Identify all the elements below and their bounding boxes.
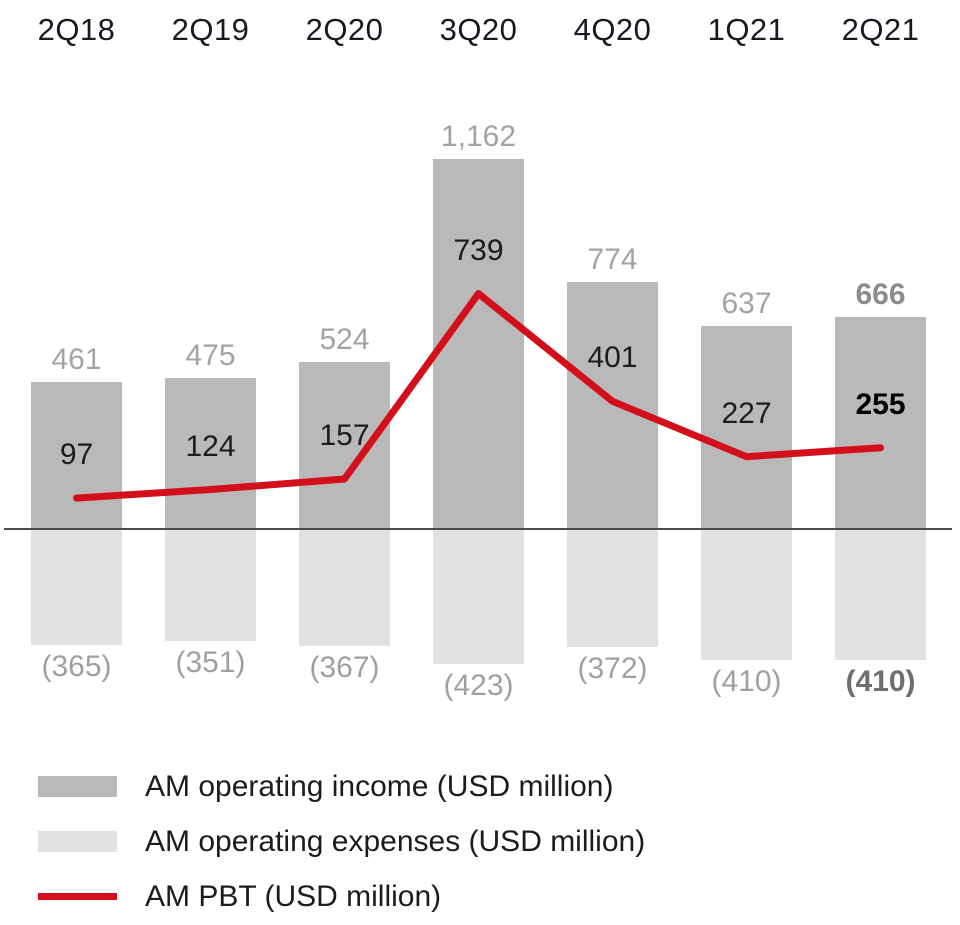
income-bar [165,378,256,528]
x-axis-label: 2Q20 [305,12,384,47]
income-bar [835,317,926,528]
x-axis-label: 4Q20 [573,12,652,47]
pbt-value-label: 255 [855,388,906,421]
expense-bar [567,530,658,647]
income-value-label: 666 [855,278,906,311]
pbt-swatch [38,893,117,900]
expense-value-label: (351) [175,646,246,679]
income-swatch [38,776,117,797]
income-bar [299,362,390,528]
income-value-label: 774 [587,243,638,276]
expense-value-label: (365) [41,650,112,683]
expenses-swatch [38,831,117,852]
pbt-value-label: 739 [453,234,504,267]
expense-value-label: (372) [577,652,648,685]
income-bar [31,382,122,528]
income-bar [433,159,524,528]
zero-axis-line [4,528,952,530]
income-value-label: 475 [185,339,236,372]
pbt-value-label: 157 [319,419,370,452]
legend-item-income: AM operating income (USD million) [38,768,645,805]
expense-bar [433,530,524,664]
pbt-line-path [73,290,884,502]
legend-label-pbt: AM PBT (USD million) [145,879,442,913]
x-axis-label: 3Q20 [439,12,518,47]
x-axis-label: 2Q21 [841,12,920,47]
income-value-label: 461 [51,343,102,376]
expense-bar [31,530,122,645]
expense-bar [835,530,926,660]
pbt-value-label: 124 [185,430,236,463]
expense-bar [701,530,792,660]
income-bar [701,326,792,528]
pbt-value-label: 227 [721,397,772,430]
legend-label-income: AM operating income (USD million) [145,769,614,803]
expense-value-label: (410) [845,665,916,698]
expense-value-label: (410) [711,665,782,698]
income-value-label: 637 [721,287,772,320]
expense-value-label: (423) [443,669,514,702]
pbt-value-label: 97 [59,438,94,471]
expense-bar [165,530,256,641]
legend-label-expenses: AM operating expenses (USD million) [145,824,646,858]
x-axis-label: 2Q19 [171,12,250,47]
income-value-label: 1,162 [440,120,517,153]
legend-item-pbt: AM PBT (USD million) [38,878,645,915]
x-axis-label: 2Q18 [37,12,116,47]
expense-value-label: (367) [309,651,380,684]
income-value-label: 524 [319,323,370,356]
legend-item-expenses: AM operating expenses (USD million) [38,823,645,860]
x-axis-label: 1Q21 [707,12,786,47]
expense-bar [299,530,390,646]
legend: AM operating income (USD million) AM ope… [38,768,645,925]
pbt-value-label: 401 [587,341,638,374]
